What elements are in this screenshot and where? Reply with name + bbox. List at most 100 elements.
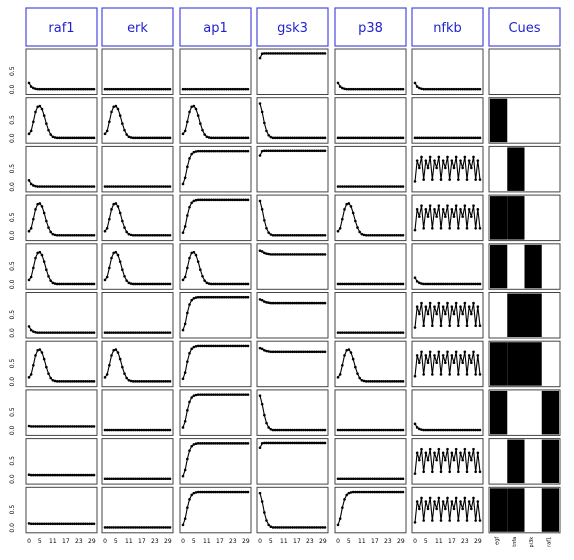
data-point-nfkb bbox=[446, 87, 449, 91]
data-point-nfkb bbox=[461, 507, 464, 511]
data-point-nfkb bbox=[428, 282, 432, 286]
data-point-raf1 bbox=[27, 278, 31, 282]
data-point-ap1 bbox=[242, 490, 245, 494]
data-point-gsk3 bbox=[273, 149, 277, 153]
data-point-raf1 bbox=[75, 233, 78, 237]
data-point-erk bbox=[147, 526, 150, 529]
data-point-nfkb bbox=[413, 136, 417, 140]
data-point-gsk3 bbox=[323, 149, 327, 153]
data-point-erk bbox=[147, 477, 150, 481]
data-point-ap1 bbox=[207, 149, 211, 153]
data-point-gsk3 bbox=[299, 233, 303, 237]
data-point-erk bbox=[149, 380, 152, 383]
data-point-raf1 bbox=[75, 331, 78, 334]
data-point-p38 bbox=[375, 428, 379, 432]
data-point-p38 bbox=[347, 331, 351, 334]
data-point-nfkb bbox=[459, 282, 462, 286]
data-point-erk bbox=[144, 282, 148, 286]
data-point-nfkb bbox=[435, 215, 438, 218]
data-point-erk bbox=[116, 331, 120, 334]
data-point-raf1 bbox=[36, 331, 39, 334]
column-header-label: nfkb bbox=[433, 21, 462, 36]
data-point-raf1 bbox=[45, 219, 48, 223]
data-point-gsk3 bbox=[276, 52, 279, 55]
cue-block-raf1 bbox=[541, 390, 559, 435]
data-point-erk bbox=[136, 526, 139, 529]
data-point-erk bbox=[149, 526, 152, 529]
data-point-nfkb bbox=[441, 451, 445, 455]
data-point-nfkb bbox=[426, 507, 430, 511]
data-point-gsk3 bbox=[308, 526, 312, 529]
data-point-erk bbox=[157, 136, 161, 140]
x-tick-label: 29 bbox=[164, 538, 172, 545]
data-point-nfkb bbox=[476, 208, 480, 211]
data-point-gsk3 bbox=[269, 135, 273, 139]
data-point-p38 bbox=[347, 428, 351, 432]
data-point-erk bbox=[131, 185, 135, 188]
x-tick-label: 29 bbox=[242, 538, 250, 545]
data-point-gsk3 bbox=[323, 428, 327, 432]
data-point-nfkb bbox=[428, 428, 432, 432]
data-point-erk bbox=[123, 526, 126, 529]
data-point-ap1 bbox=[207, 282, 211, 285]
data-point-ap1 bbox=[212, 87, 215, 91]
data-point-gsk3 bbox=[302, 350, 305, 354]
data-point-erk bbox=[155, 282, 159, 286]
data-point-p38 bbox=[377, 380, 381, 383]
data-point-ap1 bbox=[181, 278, 185, 282]
data-point-raf1 bbox=[34, 184, 37, 188]
data-point-ap1 bbox=[216, 87, 219, 91]
cue-block-tnfa bbox=[507, 293, 525, 337]
data-point-raf1 bbox=[90, 136, 94, 140]
data-point-gsk3 bbox=[269, 301, 273, 305]
data-point-nfkb bbox=[435, 361, 438, 365]
data-point-nfkb bbox=[470, 312, 473, 316]
data-point-raf1 bbox=[77, 87, 81, 91]
data-point-erk bbox=[142, 233, 146, 237]
data-point-p38 bbox=[382, 331, 385, 334]
data-point-erk bbox=[123, 226, 126, 229]
data-point-nfkb bbox=[422, 136, 425, 140]
data-point-gsk3 bbox=[263, 149, 266, 153]
data-point-erk bbox=[134, 233, 137, 237]
data-point-gsk3 bbox=[278, 253, 281, 256]
data-point-p38 bbox=[377, 490, 381, 494]
data-point-p38 bbox=[395, 233, 398, 237]
data-point-raf1 bbox=[51, 135, 55, 139]
data-point-gsk3 bbox=[258, 154, 262, 157]
data-point-erk bbox=[166, 282, 170, 286]
data-point-nfkb bbox=[413, 81, 417, 85]
data-point-gsk3 bbox=[297, 301, 301, 305]
data-point-nfkb bbox=[424, 451, 428, 455]
data-point-nfkb bbox=[428, 301, 432, 305]
data-point-nfkb bbox=[428, 204, 432, 207]
data-point-erk bbox=[144, 477, 148, 481]
data-point-gsk3 bbox=[304, 301, 307, 305]
data-point-gsk3 bbox=[302, 301, 305, 305]
data-point-gsk3 bbox=[273, 136, 277, 140]
data-point-gsk3 bbox=[263, 300, 266, 303]
data-point-gsk3 bbox=[289, 350, 292, 354]
data-point-raf1 bbox=[68, 185, 72, 188]
data-point-erk bbox=[123, 331, 126, 334]
data-point-nfkb bbox=[415, 426, 419, 429]
cue-block-tnfa bbox=[507, 488, 525, 532]
data-point-ap1 bbox=[196, 114, 200, 117]
plot-panel-ap1 bbox=[179, 389, 252, 436]
data-point-ap1 bbox=[192, 150, 196, 154]
data-point-ap1 bbox=[194, 253, 198, 257]
data-point-p38 bbox=[347, 477, 351, 481]
data-point-p38 bbox=[367, 428, 370, 432]
x-tick-label: 0 bbox=[258, 538, 262, 545]
data-point-gsk3 bbox=[273, 350, 277, 354]
data-point-ap1 bbox=[194, 150, 198, 153]
data-point-ap1 bbox=[244, 149, 248, 153]
data-point-gsk3 bbox=[271, 136, 275, 140]
data-point-nfkb bbox=[422, 227, 425, 230]
data-point-nfkb bbox=[441, 208, 445, 211]
data-point-gsk3 bbox=[271, 233, 275, 237]
data-point-p38 bbox=[351, 357, 355, 361]
data-point-nfkb bbox=[441, 428, 445, 432]
data-point-gsk3 bbox=[280, 350, 283, 354]
data-point-gsk3 bbox=[295, 526, 299, 529]
